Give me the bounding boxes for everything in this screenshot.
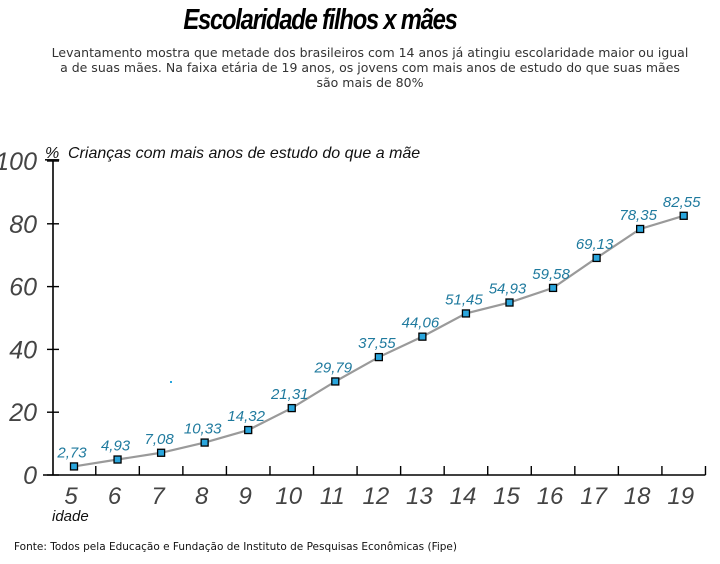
data-point: [113, 455, 122, 464]
x-tick-label: 7: [151, 483, 166, 510]
data-label: 2,73: [56, 444, 87, 461]
x-tick-label: 19: [667, 483, 694, 510]
x-tick-label: 16: [537, 483, 564, 510]
x-tick-label: 10: [275, 483, 302, 510]
data-label: 69,13: [576, 236, 614, 253]
data-labels: 2,73 4,93 7,08 10,33 14,32 21,31 29,79 37,55 44,…: [56, 194, 701, 462]
x-tick-label: 14: [450, 483, 477, 510]
data-point: [287, 403, 296, 413]
subtitle-line: são mais de 80%: [316, 75, 424, 90]
data-point: [244, 425, 253, 435]
subtitle-line: a de suas mães. Na faixa etária de 19 an…: [60, 60, 680, 75]
x-tick-label: 9: [239, 483, 252, 510]
y-tick-label: 80: [9, 211, 37, 239]
data-label: 4,93: [101, 438, 131, 455]
stray-dot: [170, 381, 172, 383]
data-label: 37,55: [358, 335, 396, 352]
source-note: Fonte: Todos pela Educação e Fundação de…: [14, 541, 457, 553]
data-point: [548, 283, 558, 293]
data-label: 82,55: [663, 194, 701, 211]
y-tick-label: 20: [8, 399, 37, 427]
y-axis-unit: %: [45, 145, 59, 162]
subtitle-line: Levantamento mostra que metade dos brasi…: [51, 45, 689, 60]
markers: [69, 211, 688, 471]
data-label: 29,79: [314, 359, 353, 376]
x-tick-label: 11: [320, 483, 345, 510]
x-axis-title: idade: [52, 508, 89, 525]
y-tick-label: 0: [23, 462, 37, 490]
chart-subtitle: Levantamento mostra que metade dos brasi…: [20, 45, 720, 90]
data-label: 59,58: [532, 266, 570, 283]
data-point: [156, 448, 166, 457]
x-tick-label: 8: [195, 483, 209, 510]
data-point: [374, 352, 384, 362]
data-point: [200, 438, 209, 447]
y-tick-label: 40: [9, 336, 37, 364]
x-ticks: 5 6 7 8 9 10 11 12 13 14 15 16 17 18 19: [64, 466, 707, 510]
data-point: [592, 253, 601, 263]
x-tick-label: 17: [580, 483, 608, 510]
axes: [43, 161, 706, 476]
data-label: 54,93: [489, 281, 527, 298]
y-axis-title: Crianças com mais anos de estudo do que …: [68, 145, 420, 162]
x-tick-label: 5: [64, 483, 78, 510]
data-point: [505, 298, 514, 307]
y-ticks: 0 20 40 60 80 100: [0, 148, 59, 490]
data-point: [636, 224, 645, 234]
data-label: 10,33: [184, 421, 222, 438]
data-point: [331, 377, 340, 386]
data-label: 44,06: [402, 315, 440, 332]
data-point: [461, 309, 471, 318]
x-tick-label: 12: [362, 483, 389, 510]
data-label: 78,35: [619, 207, 657, 224]
data-label: 51,45: [445, 291, 483, 308]
data-label: 14,32: [227, 408, 265, 425]
x-tick-label: 15: [493, 483, 520, 510]
x-tick-label: 13: [406, 483, 433, 510]
x-tick-label: 18: [624, 483, 651, 510]
data-label: 7,08: [144, 431, 174, 448]
data-point: [679, 211, 688, 220]
data-point: [69, 462, 79, 471]
y-tick-label: 100: [0, 148, 37, 176]
chart-title: Escolaridade filhos x mães: [183, 4, 458, 36]
data-point: [418, 332, 427, 341]
x-tick-label: 6: [108, 483, 122, 510]
data-label: 21,31: [270, 386, 309, 403]
y-tick-label: 60: [9, 274, 37, 302]
